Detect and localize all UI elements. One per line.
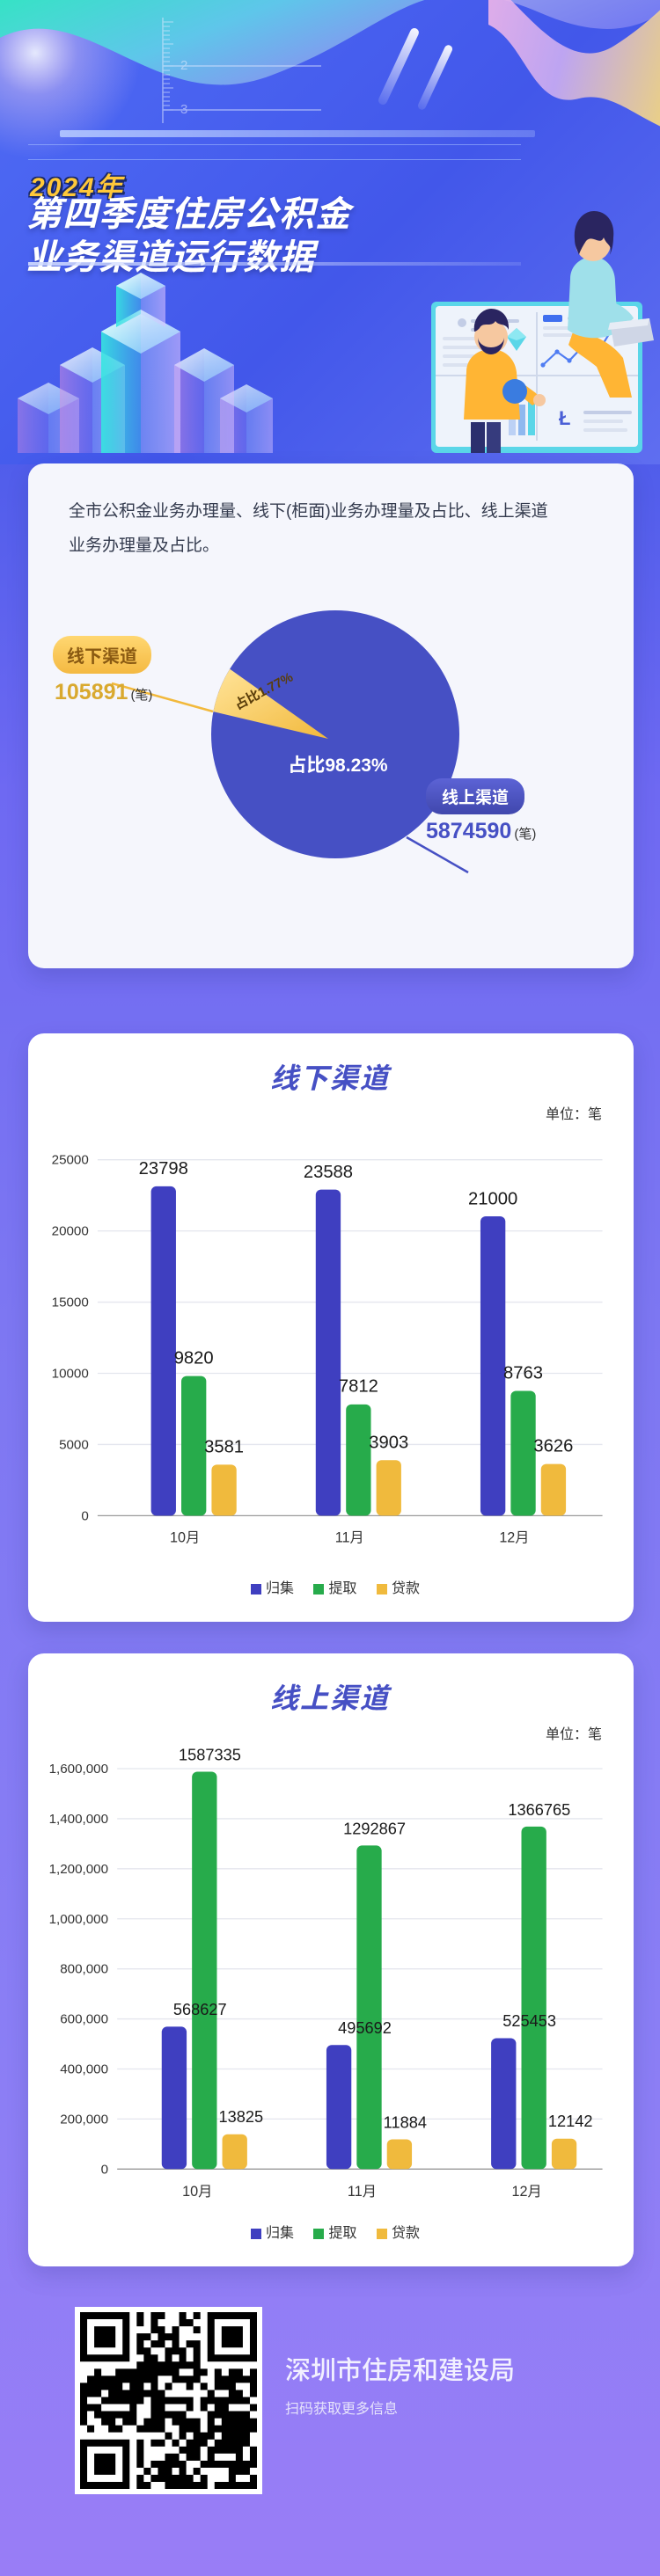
svg-text:1,200,000: 1,200,000 bbox=[49, 1862, 108, 1877]
svg-text:12月: 12月 bbox=[511, 2184, 541, 2200]
svg-text:1292867: 1292867 bbox=[343, 1820, 406, 1837]
svg-text:0: 0 bbox=[81, 1508, 88, 1523]
svg-text:23588: 23588 bbox=[304, 1163, 353, 1182]
svg-text:3581: 3581 bbox=[204, 1438, 244, 1457]
svg-text:12月: 12月 bbox=[499, 1530, 529, 1546]
svg-text:0: 0 bbox=[101, 2162, 108, 2177]
svg-text:9820: 9820 bbox=[174, 1348, 214, 1368]
svg-text:2: 2 bbox=[180, 58, 187, 73]
svg-text:11月: 11月 bbox=[335, 1530, 364, 1546]
svg-text:15000: 15000 bbox=[52, 1295, 89, 1310]
svg-text:Ł: Ł bbox=[559, 407, 570, 429]
svg-text:10000: 10000 bbox=[52, 1367, 89, 1382]
svg-text:568627: 568627 bbox=[173, 2001, 227, 2018]
svg-text:3903: 3903 bbox=[369, 1433, 408, 1452]
svg-text:20000: 20000 bbox=[52, 1224, 89, 1239]
svg-text:400,000: 400,000 bbox=[60, 2062, 108, 2077]
svg-text:1,000,000: 1,000,000 bbox=[49, 1912, 108, 1927]
svg-text:8763: 8763 bbox=[503, 1364, 543, 1383]
svg-text:495692: 495692 bbox=[338, 2019, 392, 2037]
svg-text:11月: 11月 bbox=[348, 2184, 377, 2200]
svg-text:200,000: 200,000 bbox=[60, 2112, 108, 2127]
svg-text:3626: 3626 bbox=[533, 1437, 573, 1456]
svg-text:1366765: 1366765 bbox=[508, 1801, 570, 1819]
svg-text:1,600,000: 1,600,000 bbox=[49, 1762, 108, 1777]
svg-text:12142: 12142 bbox=[548, 2113, 593, 2130]
svg-text:600,000: 600,000 bbox=[60, 2012, 108, 2027]
svg-text:3: 3 bbox=[180, 102, 187, 117]
svg-text:1587335: 1587335 bbox=[179, 1746, 241, 1763]
svg-text:占比98.23%: 占比98.23% bbox=[288, 755, 388, 776]
svg-text:25000: 25000 bbox=[52, 1153, 89, 1168]
svg-text:13825: 13825 bbox=[219, 2108, 264, 2126]
svg-text:1,400,000: 1,400,000 bbox=[49, 1812, 108, 1827]
svg-text:23798: 23798 bbox=[139, 1159, 188, 1179]
svg-text:10月: 10月 bbox=[170, 1530, 200, 1546]
svg-text:11884: 11884 bbox=[384, 2113, 427, 2131]
svg-text:10月: 10月 bbox=[182, 2184, 212, 2200]
svg-text:5000: 5000 bbox=[59, 1437, 89, 1452]
svg-text:525453: 525453 bbox=[502, 2012, 556, 2030]
svg-text:21000: 21000 bbox=[468, 1189, 517, 1208]
svg-text:7812: 7812 bbox=[339, 1377, 378, 1397]
svg-text:800,000: 800,000 bbox=[60, 1962, 108, 1977]
